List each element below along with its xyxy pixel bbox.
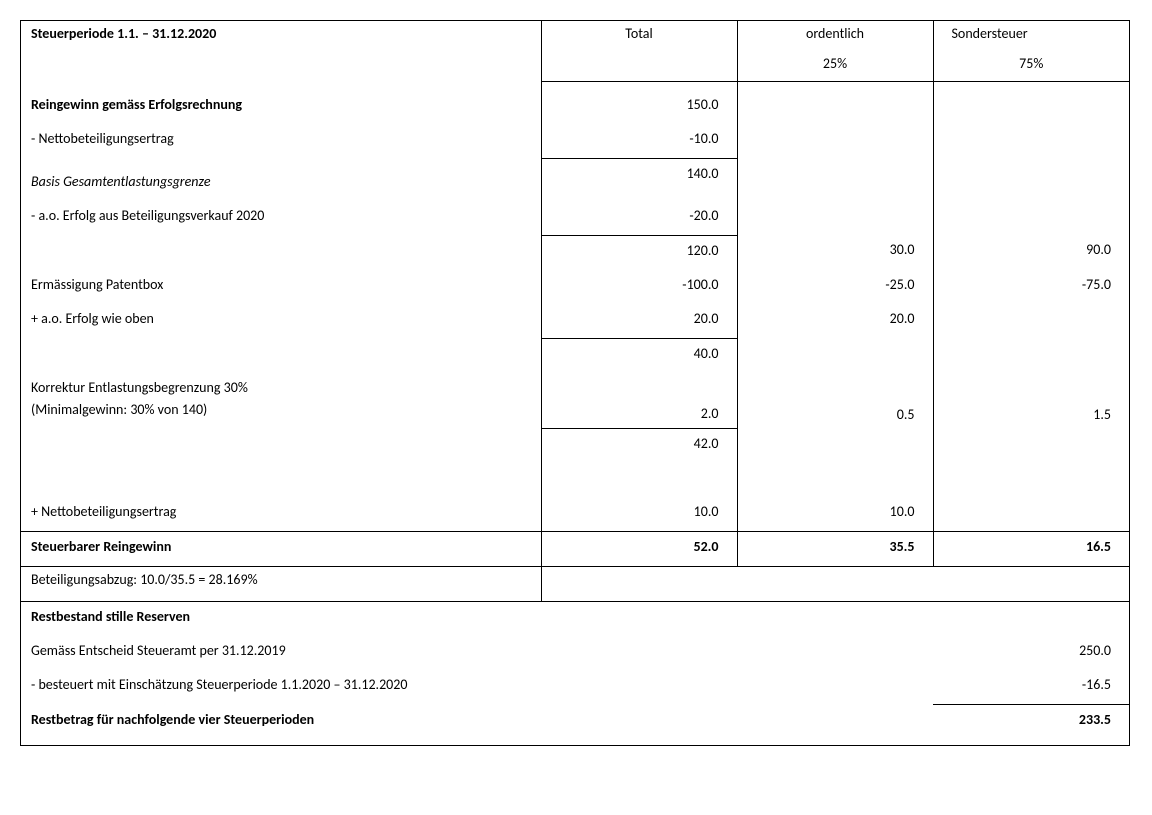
cell — [737, 159, 933, 201]
sub40-total: 40.0 — [541, 338, 737, 373]
korr-label2: (Minimalgewinn: 30% von 140) — [21, 401, 541, 429]
patent-label: Ermässigung Patentbox — [21, 270, 541, 304]
sub42-total: 42.0 — [541, 429, 737, 464]
aoerfolg-total: -20.0 — [541, 201, 737, 236]
cell — [933, 124, 1129, 159]
col-sonder-pct: 75% — [933, 51, 1129, 82]
cell — [933, 304, 1129, 339]
patent-ord: -25.0 — [737, 270, 933, 304]
netto-label: - Nettobeteiligungsertrag — [21, 124, 541, 159]
plusnetto-ord: 10.0 — [737, 497, 933, 532]
plusao-total: 20.0 — [541, 304, 737, 339]
cell — [933, 82, 1129, 125]
steuerbar-label: Steuerbarer Reingewinn — [21, 532, 541, 567]
cell — [933, 201, 1129, 236]
cell — [737, 338, 933, 373]
cell — [933, 159, 1129, 201]
korr-label1: Korrektur Entlastungsbegrenzung 30% — [21, 373, 541, 401]
sub120-ord: 30.0 — [737, 235, 933, 270]
main-table: Steuerperiode 1.1. – 31.12.2020 Total or… — [21, 21, 1129, 745]
cell — [737, 82, 933, 125]
sub120-sonder: 90.0 — [933, 235, 1129, 270]
patent-sonder: -75.0 — [933, 270, 1129, 304]
cell — [21, 739, 1129, 745]
netto-total: -10.0 — [541, 124, 737, 159]
basis-total: 140.0 — [541, 159, 737, 201]
cell — [737, 124, 933, 159]
plusnetto-total: 10.0 — [541, 497, 737, 532]
tax-table: Steuerperiode 1.1. – 31.12.2020 Total or… — [20, 20, 1130, 746]
cell — [933, 602, 1129, 637]
korr-sonder: 1.5 — [933, 373, 1129, 429]
cell — [737, 201, 933, 236]
cell — [933, 338, 1129, 373]
patent-total: -100.0 — [541, 270, 737, 304]
rest-title: Restbestand stille Reserven — [21, 602, 933, 637]
cell — [933, 497, 1129, 532]
col-sonder-header: Sondersteuer — [933, 21, 1129, 51]
cell — [21, 463, 541, 497]
cell — [541, 567, 1129, 602]
korr-total: 2.0 — [541, 373, 737, 429]
cell — [737, 429, 933, 464]
besteuert-label: - besteuert mit Einschätzung Steuerperio… — [21, 670, 933, 705]
plusao-label: + a.o. Erfolg wie oben — [21, 304, 541, 339]
col-total-header: Total — [541, 21, 737, 51]
plusnetto-label: + Nettobeteiligungsertrag — [21, 497, 541, 532]
steuerbar-sonder: 16.5 — [933, 532, 1129, 567]
cell — [933, 463, 1129, 497]
cell — [21, 235, 541, 270]
col-ord-pct: 25% — [737, 51, 933, 82]
steuerbar-ord: 35.5 — [737, 532, 933, 567]
cell — [21, 429, 541, 464]
restbetrag-label: Restbetrag für nachfolgende vier Steuerp… — [21, 705, 933, 740]
steuerbar-total: 52.0 — [541, 532, 737, 567]
reingewinn-label: Reingewinn gemäss Erfolgsrechnung — [21, 82, 541, 125]
cell — [21, 338, 541, 373]
gemaess-val: 250.0 — [933, 636, 1129, 670]
beteil-label: Beteiligungsabzug: 10.0/35.5 = 28.169% — [21, 567, 541, 602]
period-label: Steuerperiode 1.1. – 31.12.2020 — [21, 21, 541, 82]
gemaess-label: Gemäss Entscheid Steueramt per 31.12.201… — [21, 636, 933, 670]
cell — [933, 429, 1129, 464]
aoerfolg-label: - a.o. Erfolg aus Beteiligungsverkauf 20… — [21, 201, 541, 236]
basis-label: Basis Gesamtentlastungsgrenze — [21, 159, 541, 201]
besteuert-val: -16.5 — [933, 670, 1129, 705]
sub120-total: 120.0 — [541, 235, 737, 270]
restbetrag-val: 233.5 — [933, 705, 1129, 740]
korr-ord: 0.5 — [737, 373, 933, 429]
cell — [541, 463, 737, 497]
reingewinn-total: 150.0 — [541, 82, 737, 125]
cell — [737, 463, 933, 497]
col-ord-header: ordentlich — [737, 21, 933, 51]
plusao-ord: 20.0 — [737, 304, 933, 339]
col-total-sub — [541, 51, 737, 82]
